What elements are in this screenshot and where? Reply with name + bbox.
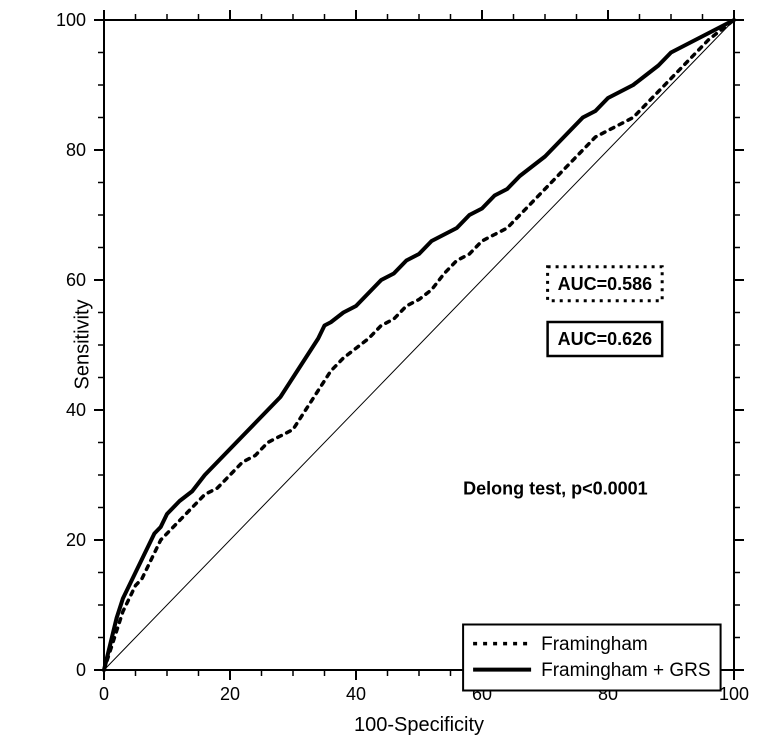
roc-chart: 020406080100020406080100AUC=0.586AUC=0.6… [0,0,774,744]
svg-text:20: 20 [220,684,240,704]
auc-label: AUC=0.626 [558,329,653,349]
svg-text:100: 100 [56,10,86,30]
y-axis-label: Sensitivity [72,299,95,389]
svg-text:40: 40 [346,684,366,704]
svg-text:0: 0 [99,684,109,704]
chart-container: 020406080100020406080100AUC=0.586AUC=0.6… [0,0,774,744]
svg-text:20: 20 [66,530,86,550]
svg-text:40: 40 [66,400,86,420]
svg-text:0: 0 [76,660,86,680]
svg-text:60: 60 [66,270,86,290]
svg-text:100: 100 [719,684,749,704]
legend-label: Framingham [541,634,648,655]
delong-annotation: Delong test, p<0.0001 [463,479,648,499]
svg-text:80: 80 [66,140,86,160]
legend: Framingham Framingham + GRS [463,625,720,691]
auc-label: AUC=0.586 [558,274,653,294]
x-axis-label: 100-Specificity [354,714,484,737]
legend-label: Framingham + GRS [541,660,710,681]
